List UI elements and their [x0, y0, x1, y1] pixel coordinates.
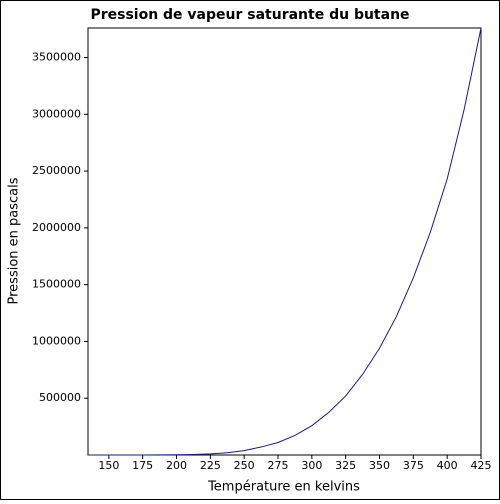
data-line: [87, 27, 482, 456]
plot-frame: [87, 27, 482, 456]
y-axis-label: Pression en pascals: [7, 177, 22, 304]
x-tick-label: 175: [132, 459, 153, 472]
y-tick-label: 1500000: [32, 278, 81, 291]
y-tick-label: 2500000: [32, 164, 81, 177]
x-tick-label: 200: [166, 459, 187, 472]
x-tick-label: 425: [471, 459, 492, 472]
y-tick-label: 1000000: [32, 334, 81, 347]
x-tick-label: 250: [234, 459, 255, 472]
x-tick-label: 375: [403, 459, 424, 472]
y-tick-label: 3500000: [32, 51, 81, 64]
chart-title: Pression de vapeur saturante du butane: [90, 7, 409, 23]
x-tick-label: 275: [268, 459, 289, 472]
x-tick-label: 300: [301, 459, 322, 472]
x-tick-label: 150: [98, 459, 119, 472]
x-axis-label: Température en kelvins: [207, 480, 360, 495]
x-tick-label: 400: [437, 459, 458, 472]
x-tick-label: 225: [200, 459, 221, 472]
x-tick-label: 325: [335, 459, 356, 472]
x-tick-label: 350: [369, 459, 390, 472]
y-tick-label: 3000000: [32, 107, 81, 120]
y-tick-label: 500000: [39, 391, 81, 404]
y-tick-label: 2000000: [32, 221, 81, 234]
